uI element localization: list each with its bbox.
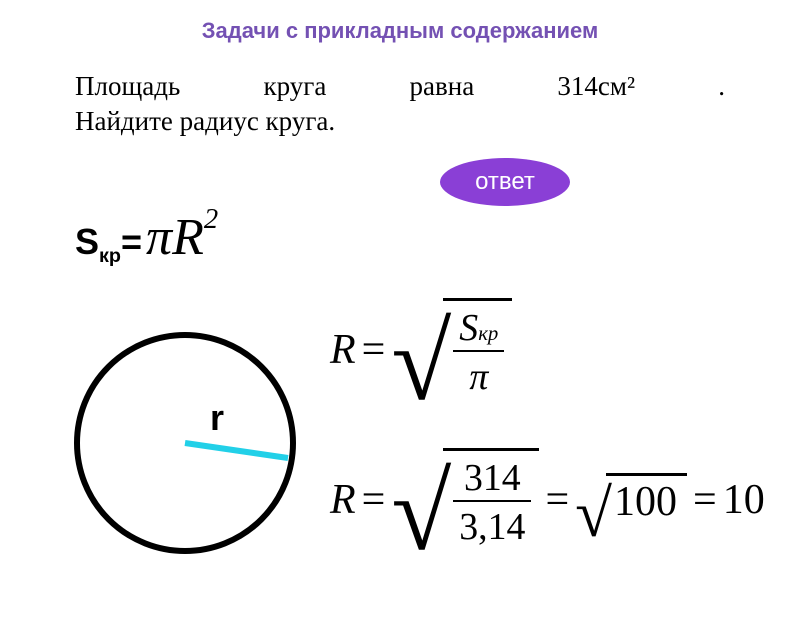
sqrt-icon: √ [391, 491, 451, 535]
area-formula: Sкр = πR2 [75, 208, 218, 268]
problem-word: . [718, 69, 725, 104]
eq-sign: = [362, 326, 386, 374]
eq-sign3: = [545, 476, 569, 524]
den-pi: π [453, 350, 504, 399]
answer-button[interactable]: ответ [440, 158, 570, 206]
sqrt-100: 100 [606, 473, 687, 526]
formula-eq: = [121, 221, 142, 263]
calc-num: 314 [458, 457, 527, 500]
circle-diagram: r [70, 328, 305, 568]
num-S: S [459, 307, 478, 349]
problem-word: 314см² [557, 69, 635, 104]
calc-den: 3,14 [453, 500, 531, 549]
radius-line [185, 443, 288, 458]
eq-sign4: = [693, 476, 717, 524]
pi-symbol: π [146, 209, 172, 266]
R-var: R [330, 326, 356, 374]
num-S-sub: кр [478, 322, 498, 345]
problem-line2: Найдите радиус круга. [75, 104, 725, 139]
sqrt-icon: √ [575, 497, 612, 531]
result-10: 10 [723, 476, 765, 524]
circle-svg: r [70, 328, 305, 563]
sqrt-icon: √ [391, 341, 451, 385]
formula-R: R [172, 209, 204, 266]
problem-statement: Площадь круга равна 314см² . Найдите рад… [75, 69, 725, 139]
radius-label: r [210, 397, 224, 438]
radius-calculation: R = √ 314 3,14 = √ 100 = 10 [330, 448, 765, 552]
eq-sign2: = [362, 476, 386, 524]
formula-S: S [75, 221, 99, 262]
formula-S-sub: кр [99, 245, 121, 267]
problem-word: Площадь [75, 69, 180, 104]
problem-word: равна [410, 69, 475, 104]
problem-word: круга [264, 69, 327, 104]
formula-exp: 2 [204, 204, 218, 235]
R-var2: R [330, 476, 356, 524]
radius-formula: R = √ Sкр π [330, 298, 512, 402]
slide-title: Задачи с прикладным содержанием [0, 18, 800, 44]
